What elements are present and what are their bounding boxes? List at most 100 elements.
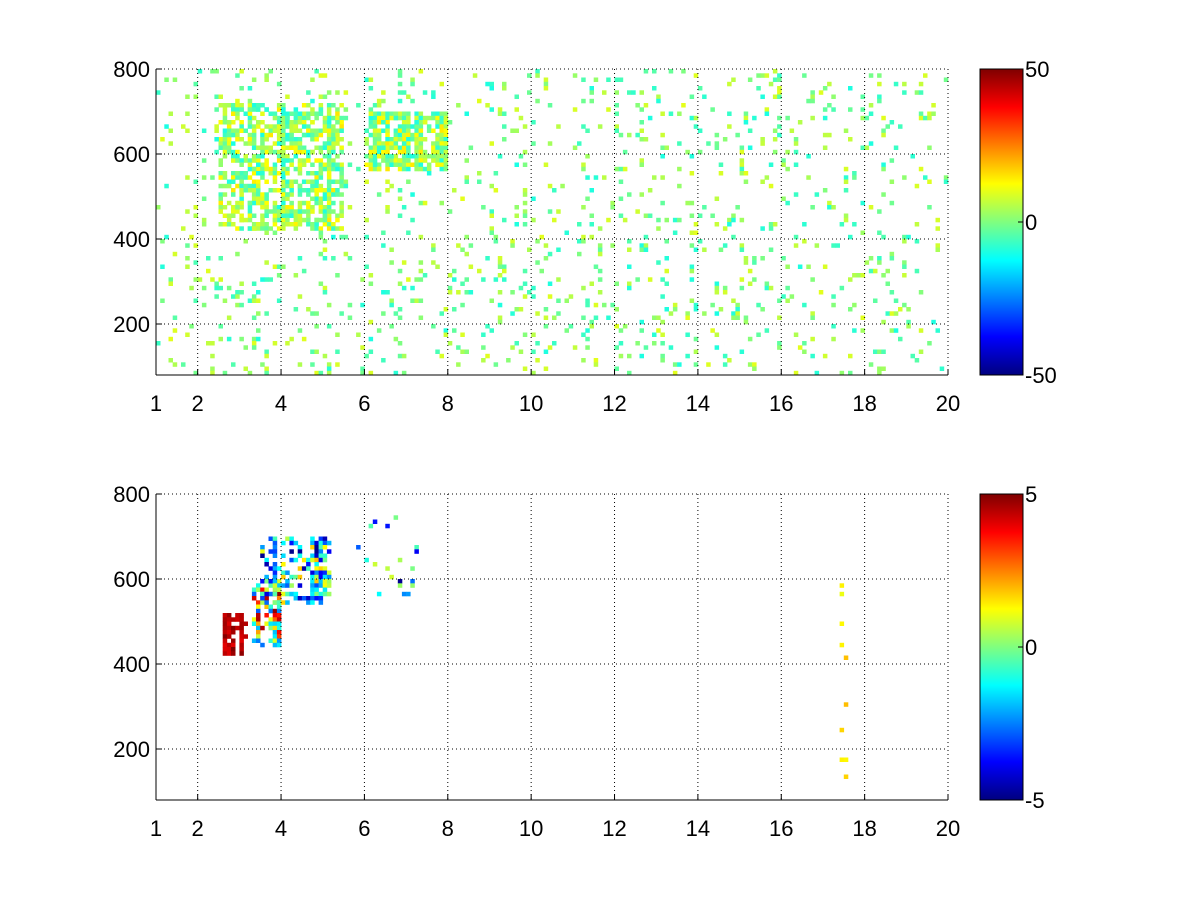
top-heatmap-cell [239, 200, 244, 206]
bottom-heatmap-cell [318, 600, 324, 605]
top-heatmap-cell [652, 315, 657, 320]
top-heatmap-cell [260, 111, 265, 116]
top-heatmap-cell [247, 370, 253, 376]
top-heatmap-cell [502, 124, 507, 129]
top-heatmap-cell [214, 124, 219, 129]
top-heatmap-cell [247, 137, 253, 142]
top-heatmap-cell [702, 311, 707, 316]
top-heatmap-cell [718, 162, 724, 167]
top-heatmap-cell [189, 285, 194, 291]
top-heatmap-cell [160, 137, 165, 142]
bottom-heatmap-cell [239, 638, 244, 643]
bottom-heatmap-cell [276, 579, 282, 584]
bottom-heatmap-cell [272, 621, 278, 626]
top-heatmap-cell [777, 115, 782, 121]
top-heatmap-cell [898, 307, 903, 312]
bottom-heatmap-cell [276, 600, 282, 605]
top-heatmap-cell [418, 141, 424, 146]
top-heatmap-cell [860, 315, 865, 320]
top-heatmap-cell [597, 277, 603, 282]
top-x-tick-label: 8 [442, 391, 454, 416]
top-heatmap-cell [318, 128, 324, 133]
bottom-heatmap-cell [285, 570, 290, 575]
top-heatmap-cell [877, 209, 882, 214]
top-heatmap-cell [943, 77, 949, 82]
bottom-heatmap-cell [264, 596, 269, 601]
top-heatmap-cell [339, 183, 344, 189]
top-heatmap-cell [285, 124, 290, 129]
top-heatmap-cell [848, 137, 853, 142]
top-heatmap-cell [889, 120, 895, 125]
top-heatmap-cell [531, 120, 536, 125]
top-heatmap-cell [310, 137, 315, 142]
top-heatmap-cell [418, 115, 424, 121]
top-heatmap-cell [281, 141, 286, 146]
top-heatmap-cell [518, 285, 524, 291]
top-heatmap-cell [339, 166, 344, 172]
top-heatmap-cell [914, 222, 920, 227]
top-heatmap-cell [481, 358, 486, 363]
top-heatmap-cell [410, 162, 415, 167]
top-heatmap-cell [314, 222, 319, 227]
top-heatmap-cell [285, 222, 290, 227]
top-heatmap-cell [639, 328, 644, 333]
bottom-heatmap-cell [322, 557, 328, 563]
top-heatmap-cell [297, 120, 303, 125]
top-heatmap-cell [314, 311, 319, 316]
top-heatmap-cell [902, 239, 907, 244]
top-heatmap-cell [777, 124, 782, 129]
top-heatmap-cell [406, 111, 411, 116]
top-heatmap-cell [831, 243, 836, 248]
top-heatmap-cell [260, 200, 265, 206]
top-heatmap-cell [468, 290, 474, 295]
top-heatmap-cell [385, 120, 390, 125]
top-heatmap-cell [256, 196, 261, 201]
top-heatmap-cell [389, 111, 394, 116]
top-heatmap-cell [401, 205, 407, 210]
top-heatmap-cell [281, 209, 286, 214]
top-heatmap-cell [418, 260, 424, 265]
top-heatmap-cell [343, 179, 349, 184]
top-heatmap-cell [226, 183, 232, 189]
top-heatmap-cell [864, 115, 870, 121]
top-heatmap-cell [635, 341, 640, 346]
top-heatmap-cell [193, 277, 198, 282]
top-heatmap-cell [268, 124, 273, 129]
bottom-heatmap-cell [231, 647, 236, 652]
bottom-heatmap-cell [272, 562, 278, 567]
top-heatmap-cell [231, 111, 236, 116]
top-heatmap-cell [614, 166, 619, 172]
top-heatmap-cell [318, 145, 324, 150]
top-heatmap-cell [318, 107, 324, 112]
top-heatmap-cell [281, 128, 286, 133]
top-heatmap-cell [406, 277, 411, 282]
top-heatmap-cell [397, 162, 403, 167]
top-heatmap-cell [497, 273, 503, 278]
top-heatmap-cell [877, 260, 882, 265]
top-heatmap-cell [627, 353, 632, 359]
bottom-heatmap-cell [264, 621, 269, 626]
top-heatmap-cell [301, 111, 307, 116]
bottom-heatmap-cell [318, 536, 324, 541]
top-heatmap-cell [385, 111, 390, 116]
top-heatmap-cell [239, 69, 244, 74]
bottom-heatmap-cell [235, 617, 240, 622]
top-heatmap-cell [464, 349, 469, 354]
top-heatmap-cell [339, 128, 344, 133]
bottom-heatmap-cell [264, 574, 269, 580]
top-heatmap-cell [268, 111, 273, 116]
top-heatmap-cell [335, 107, 340, 112]
top-heatmap-cell [914, 183, 920, 189]
top-heatmap-cell [760, 141, 765, 146]
top-heatmap-cell [235, 107, 240, 112]
top-heatmap-cell [260, 141, 265, 146]
top-heatmap-cell [614, 281, 619, 286]
top-heatmap-cell [264, 230, 269, 235]
top-heatmap-cell [581, 166, 586, 172]
top-x-tick-label: 4 [275, 391, 287, 416]
top-heatmap-cell [222, 141, 228, 146]
bottom-heatmap-cell [322, 536, 328, 541]
top-heatmap-cell [810, 315, 815, 320]
top-heatmap-cell [335, 120, 340, 125]
top-heatmap-cell [331, 234, 336, 240]
